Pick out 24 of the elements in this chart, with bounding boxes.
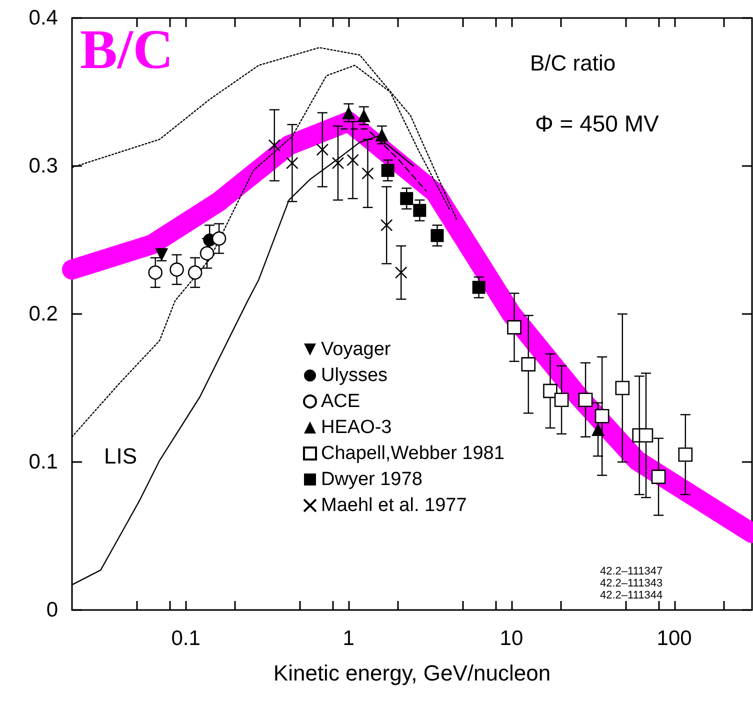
y-tick-label: 0.2 xyxy=(28,302,58,326)
annotation: 42.2–111343 xyxy=(600,578,663,590)
y-tick-label: 0.4 xyxy=(28,6,58,30)
legend-label: Chapell,Webber 1981 xyxy=(321,443,504,464)
x-tick-label: 0.1 xyxy=(171,627,200,650)
annotation: 42.2–111344 xyxy=(600,590,663,602)
legend-label: Maehl et al. 1977 xyxy=(321,495,467,516)
x-tick-label: 100 xyxy=(656,627,692,650)
x-tick-label: 1 xyxy=(342,627,354,650)
x-tick-label: 10 xyxy=(500,627,524,650)
text: B/C xyxy=(80,19,174,81)
annotation: 42.2–111347 xyxy=(600,566,663,578)
legend-label: Voyager xyxy=(321,339,392,360)
legend-label: Ulysses xyxy=(321,365,388,386)
legend-label: Dwyer 1978 xyxy=(321,469,422,490)
y-tick-label: 0.1 xyxy=(28,450,58,474)
y-tick-label: 0.3 xyxy=(28,154,58,178)
annotation: Φ = 450 MV xyxy=(535,110,660,136)
legend-label: HEAO-3 xyxy=(321,417,392,438)
y-tick-label: 0 xyxy=(46,598,58,622)
series-label: LIS xyxy=(104,443,138,468)
annotation: B/C ratio xyxy=(530,50,616,76)
x-axis-title: Kinetic energy, GeV/nucleon xyxy=(273,660,551,686)
legend-label: ACE xyxy=(321,391,360,412)
